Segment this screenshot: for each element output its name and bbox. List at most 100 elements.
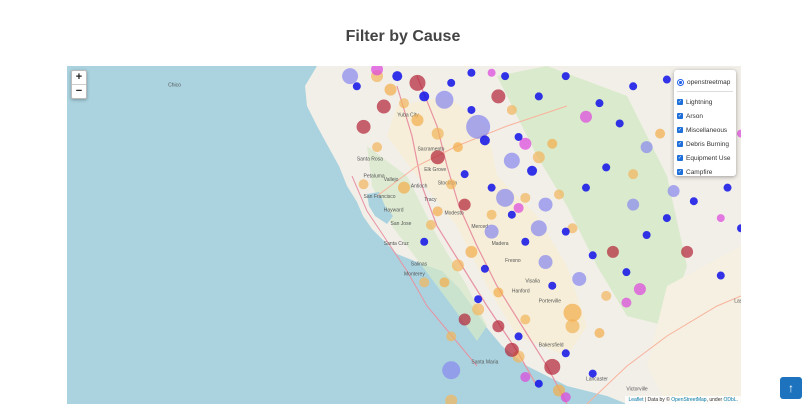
fire-marker-debris-burning[interactable] (588, 251, 597, 260)
fire-marker-lightning[interactable] (466, 114, 491, 139)
fire-marker-debris-burning[interactable] (501, 72, 510, 81)
base-layer-option[interactable]: openstreetmap (677, 75, 733, 89)
fire-marker-campfire[interactable] (519, 137, 532, 150)
fire-marker-miscellaneous[interactable] (465, 245, 478, 258)
fire-marker-arson[interactable] (458, 313, 471, 326)
fire-marker-campfire[interactable] (487, 68, 496, 77)
map-canvas[interactable]: Chico Yuba City Sacramento Santa Rosa Petalu… (67, 66, 741, 404)
zoom-in-button[interactable]: + (75, 71, 83, 83)
fire-marker-debris-burning[interactable] (662, 214, 671, 223)
fire-marker-lightning[interactable] (572, 271, 587, 286)
fire-marker-debris-burning[interactable] (534, 379, 543, 388)
fire-marker-debris-burning[interactable] (467, 105, 476, 114)
fire-marker-debris-burning[interactable] (514, 132, 523, 141)
fire-marker-campfire[interactable] (621, 297, 632, 308)
fire-marker-equipment-use[interactable] (425, 219, 436, 230)
fire-marker-equipment-use[interactable] (419, 277, 430, 288)
fire-marker-equipment-use[interactable] (628, 169, 639, 180)
fire-marker-equipment-use[interactable] (472, 303, 485, 316)
fire-marker-lightning[interactable] (538, 255, 553, 270)
fire-marker-equipment-use[interactable] (399, 98, 409, 109)
back-to-top-button[interactable]: ↑ (780, 377, 802, 399)
fire-marker-equipment-use[interactable] (486, 209, 497, 220)
fire-marker-miscellaneous[interactable] (398, 181, 410, 194)
fire-marker-debris-burning[interactable] (716, 271, 725, 280)
fire-marker-arson[interactable] (409, 74, 426, 91)
fire-marker-arson[interactable] (458, 198, 471, 211)
fire-marker-equipment-use[interactable] (451, 259, 464, 272)
fire-marker-debris-burning[interactable] (460, 170, 469, 179)
fire-marker-miscellaneous[interactable] (563, 303, 582, 322)
fire-marker-lightning[interactable] (435, 90, 454, 109)
checkbox-checked-icon[interactable]: ✓ (677, 155, 683, 161)
fire-marker-lightning[interactable] (342, 68, 359, 85)
fire-marker-equipment-use[interactable] (445, 394, 458, 404)
fire-marker-debris-burning[interactable] (561, 72, 570, 81)
fire-marker-lightning[interactable] (538, 197, 553, 212)
fire-marker-miscellaneous[interactable] (384, 83, 397, 96)
fire-marker-arson[interactable] (376, 99, 391, 114)
fire-markers[interactable] (342, 66, 741, 404)
fire-marker-debris-burning[interactable] (487, 183, 496, 192)
fire-marker-campfire[interactable] (579, 110, 592, 123)
fire-marker-lightning[interactable] (496, 188, 515, 207)
overlay-arson[interactable]: ✓ Arson (677, 109, 733, 123)
fire-marker-equipment-use[interactable] (532, 151, 545, 164)
odbl-link[interactable]: ODbL. (723, 397, 738, 403)
fire-marker-debris-burning[interactable] (737, 224, 741, 233)
fire-marker-equipment-use[interactable] (554, 189, 565, 200)
fire-marker-debris-burning[interactable] (480, 264, 489, 273)
fire-marker-debris-burning[interactable] (527, 165, 538, 176)
fire-marker-lightning[interactable] (503, 152, 520, 169)
fire-marker-debris-burning[interactable] (561, 349, 570, 358)
fire-marker-debris-burning[interactable] (514, 332, 523, 341)
fire-marker-miscellaneous[interactable] (432, 206, 443, 217)
fire-marker-campfire[interactable] (513, 202, 524, 213)
fire-marker-debris-burning[interactable] (534, 92, 543, 101)
fire-marker-debris-burning[interactable] (479, 135, 490, 146)
radio-selected-icon[interactable] (677, 78, 684, 86)
fire-marker-equipment-use[interactable] (372, 142, 383, 153)
fire-marker-equipment-use[interactable] (567, 223, 578, 234)
fire-marker-equipment-use[interactable] (358, 179, 369, 190)
fire-marker-debris-burning[interactable] (561, 227, 570, 236)
checkbox-checked-icon[interactable]: ✓ (677, 127, 683, 133)
fire-marker-arson[interactable] (544, 358, 561, 375)
fire-marker-miscellaneous[interactable] (411, 114, 424, 127)
fire-marker-miscellaneous[interactable] (547, 138, 558, 149)
fire-marker-debris-burning[interactable] (474, 295, 483, 304)
fire-marker-miscellaneous[interactable] (493, 287, 504, 298)
fire-marker-debris-burning[interactable] (615, 119, 624, 128)
fire-marker-debris-burning[interactable] (662, 75, 671, 84)
fire-marker-debris-burning[interactable] (689, 197, 698, 206)
fire-marker-debris-burning[interactable] (548, 281, 557, 290)
checkbox-checked-icon[interactable]: ✓ (677, 113, 683, 119)
fire-marker-miscellaneous[interactable] (655, 128, 666, 139)
fire-marker-arson[interactable] (430, 150, 445, 165)
fire-marker-equipment-use[interactable] (601, 290, 612, 301)
fire-marker-equipment-use[interactable] (446, 331, 457, 342)
fire-marker-debris-burning[interactable] (723, 183, 732, 192)
fire-marker-debris-burning[interactable] (447, 78, 456, 87)
fire-marker-lightning[interactable] (484, 224, 499, 239)
overlay-campfire[interactable]: ✓ Campfire (677, 165, 733, 179)
checkbox-checked-icon[interactable]: ✓ (677, 169, 683, 175)
fire-marker-campfire[interactable] (560, 392, 571, 403)
fire-marker-debris-burning[interactable] (467, 68, 476, 77)
fire-marker-equipment-use[interactable] (520, 192, 531, 203)
fire-marker-debris-burning[interactable] (602, 163, 611, 172)
fire-marker-debris-burning[interactable] (622, 268, 631, 277)
fire-marker-debris-burning[interactable] (629, 82, 638, 91)
fire-marker-arson[interactable] (681, 245, 694, 258)
fire-marker-debris-burning[interactable] (588, 369, 597, 378)
overlay-miscellaneous[interactable]: ✓ Miscellaneous (677, 123, 733, 137)
fire-marker-equipment-use[interactable] (431, 127, 444, 140)
fire-marker-arson[interactable] (504, 342, 519, 357)
leaflet-link[interactable]: Leaflet (628, 397, 644, 403)
fire-marker-campfire[interactable] (633, 283, 646, 296)
fire-marker-miscellaneous[interactable] (439, 277, 450, 288)
fire-marker-arson[interactable] (492, 320, 505, 333)
fire-marker-lightning[interactable] (640, 141, 653, 154)
fire-marker-equipment-use[interactable] (565, 319, 580, 334)
fire-map[interactable]: Chico Yuba City Sacramento Santa Rosa Petalu… (67, 66, 741, 404)
